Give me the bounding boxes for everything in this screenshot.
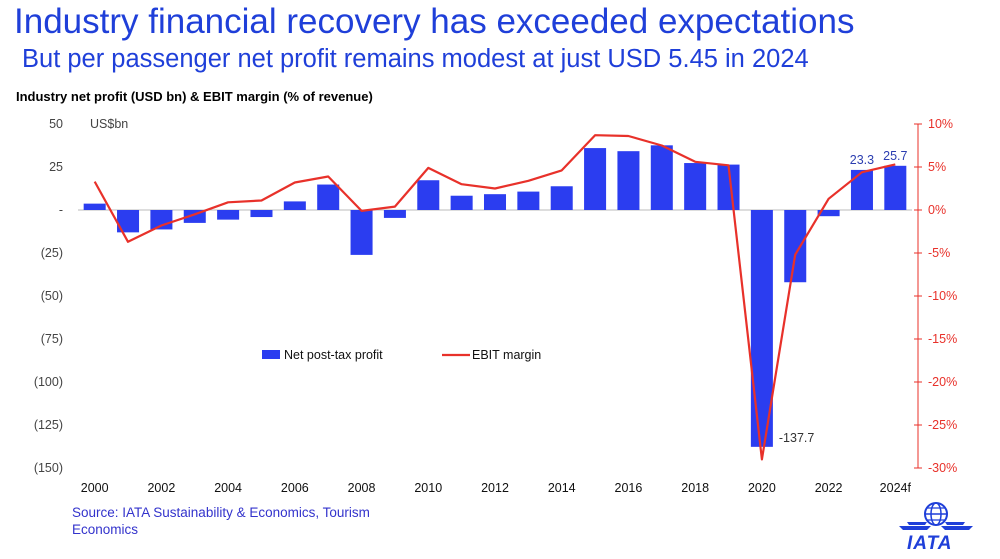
- profit-bar: [217, 210, 240, 220]
- x-axis-tick-label: 2024f: [880, 481, 912, 495]
- profit-bar: [750, 210, 773, 447]
- left-axis-tick-label: (125): [34, 418, 63, 432]
- left-axis-tick-label: (75): [41, 332, 63, 346]
- right-axis-tick-label: 0%: [928, 203, 946, 217]
- page-title: Industry financial recovery has exceeded…: [14, 2, 855, 41]
- profit-bar: [117, 210, 140, 233]
- iata-globe-wings-logo: [899, 502, 973, 530]
- profit-bar: [717, 164, 740, 210]
- right-axis-tick-label: -30%: [928, 461, 957, 475]
- bar-data-label: -137.7: [779, 431, 814, 445]
- profit-bar: [817, 210, 840, 217]
- profit-bar: [884, 165, 907, 210]
- profit-bar: [584, 148, 607, 210]
- legend-line-label: EBIT margin: [472, 348, 541, 362]
- right-axis-tick-label: 5%: [928, 160, 946, 174]
- right-axis-tick-label: -25%: [928, 418, 957, 432]
- x-axis-tick-label: 2010: [414, 481, 442, 495]
- page-subtitle: But per passenger net profit remains mod…: [22, 45, 809, 73]
- x-axis-tick-label: 2004: [214, 481, 242, 495]
- profit-bar: [850, 169, 873, 210]
- left-axis-tick-label: (25): [41, 246, 63, 260]
- source-note: Source: IATA Sustainability & Economics,…: [72, 505, 370, 537]
- profit-bar: [417, 180, 440, 210]
- right-axis-tick-label: -15%: [928, 332, 957, 346]
- chart-label: Industry net profit (USD bn) & EBIT marg…: [16, 89, 373, 104]
- profit-bar: [450, 195, 473, 210]
- left-axis-tick-label: (50): [41, 289, 63, 303]
- profit-bar: [283, 201, 306, 210]
- x-axis-tick-label: 2014: [548, 481, 576, 495]
- profit-bar: [383, 210, 406, 218]
- right-axis-tick-label: -5%: [928, 246, 950, 260]
- profit-bar: [617, 151, 640, 210]
- x-axis-tick-label: 2006: [281, 481, 309, 495]
- profit-bar: [250, 210, 273, 218]
- x-axis-tick-label: 2016: [615, 481, 643, 495]
- profit-bar: [517, 191, 540, 210]
- x-axis-tick-label: 2020: [748, 481, 776, 495]
- left-axis-tick-label: (150): [34, 461, 63, 475]
- bar-data-label: 23.3: [850, 153, 874, 167]
- x-axis-tick-label: 2008: [348, 481, 376, 495]
- bar-data-label: 25.7: [883, 149, 907, 163]
- profit-bar: [550, 186, 573, 210]
- logo-text: IATA: [907, 533, 953, 554]
- profit-bar: [784, 210, 807, 283]
- right-axis-tick-label: -20%: [928, 375, 957, 389]
- profit-bar: [650, 145, 673, 210]
- profit-bar: [684, 163, 707, 210]
- right-axis-tick-label: -10%: [928, 289, 957, 303]
- x-axis-tick-label: 2012: [481, 481, 509, 495]
- profit-bar: [483, 194, 507, 210]
- ebit-margin-line: [93, 134, 896, 461]
- profit-bar: [317, 184, 340, 210]
- left-axis-tick-label: -: [59, 203, 63, 217]
- left-axis-unit-label: US$bn: [90, 117, 128, 131]
- left-axis-tick-label: 25: [49, 160, 63, 174]
- x-axis-tick-label: 2022: [815, 481, 843, 495]
- right-axis-tick-label: 10%: [928, 117, 953, 131]
- x-axis-tick-label: 2002: [147, 481, 175, 495]
- left-axis-tick-label: (100): [34, 375, 63, 389]
- legend-bar-swatch: [262, 350, 280, 359]
- profit-bar: [83, 203, 106, 210]
- legend-bar-label: Net post-tax profit: [284, 348, 383, 362]
- profit-bar: [350, 210, 373, 255]
- x-axis-tick-label: 2018: [681, 481, 709, 495]
- x-axis-tick-label: 2000: [81, 481, 109, 495]
- left-axis-tick-label: 50: [49, 117, 63, 131]
